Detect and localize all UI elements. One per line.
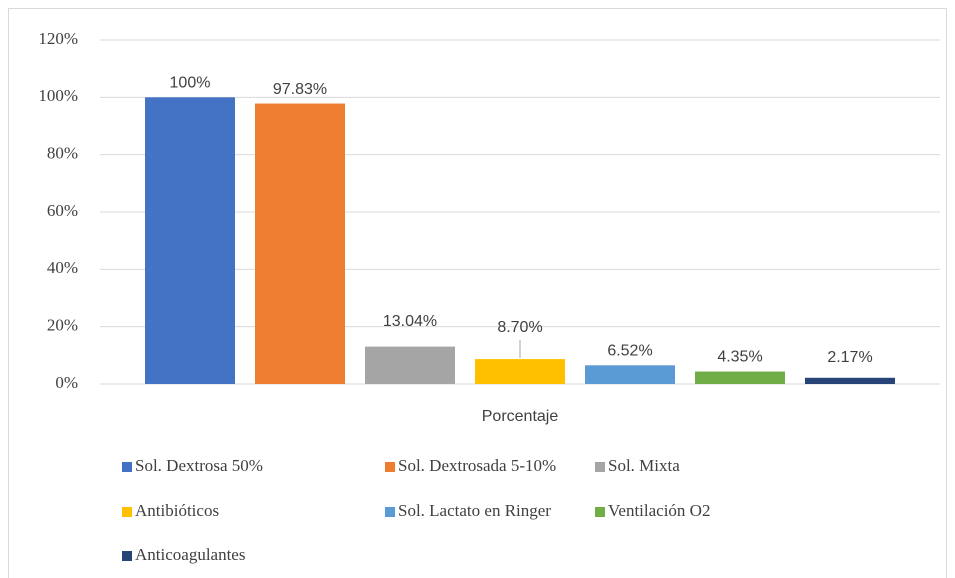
- data-label: 100%: [170, 75, 211, 92]
- legend-swatch: [385, 507, 395, 517]
- bar: [475, 359, 565, 384]
- y-tick-label: 60%: [47, 201, 78, 220]
- data-label: 4.35%: [717, 349, 762, 366]
- bar: [585, 365, 675, 384]
- data-label: 97.83%: [273, 81, 327, 98]
- data-label: 2.17%: [827, 349, 872, 366]
- bar: [145, 97, 235, 384]
- legend-swatch: [385, 462, 395, 472]
- bar: [805, 377, 895, 384]
- data-label: 8.70%: [497, 319, 542, 336]
- legend-label: Sol. Dextrosa 50%: [135, 456, 263, 475]
- y-tick-label: 120%: [38, 29, 78, 48]
- bar: [255, 103, 345, 384]
- y-tick-label: 0%: [55, 373, 78, 392]
- legend-label: Anticoagulantes: [135, 545, 245, 564]
- data-label: 13.04%: [383, 313, 437, 330]
- legend-swatch: [595, 507, 605, 517]
- y-tick-label: 20%: [47, 316, 78, 335]
- y-tick-label: 80%: [47, 144, 78, 163]
- y-tick-label: 40%: [47, 258, 78, 277]
- data-label: 6.52%: [607, 343, 652, 360]
- bar: [695, 371, 785, 384]
- legend-swatch: [122, 551, 132, 561]
- legend-label: Sol. Mixta: [608, 456, 680, 475]
- y-tick-label: 100%: [38, 86, 78, 105]
- legend-label: Sol. Dextrosada 5-10%: [398, 456, 556, 475]
- legend-label: Ventilación O2: [608, 501, 710, 520]
- legend-swatch: [595, 462, 605, 472]
- legend-swatch: [122, 507, 132, 517]
- bar: [365, 346, 455, 384]
- x-tick-label: Porcentaje: [482, 408, 559, 425]
- legend-swatch: [122, 462, 132, 472]
- legend-label: Sol. Lactato en Ringer: [398, 501, 551, 520]
- legend-label: Antibióticos: [135, 501, 219, 520]
